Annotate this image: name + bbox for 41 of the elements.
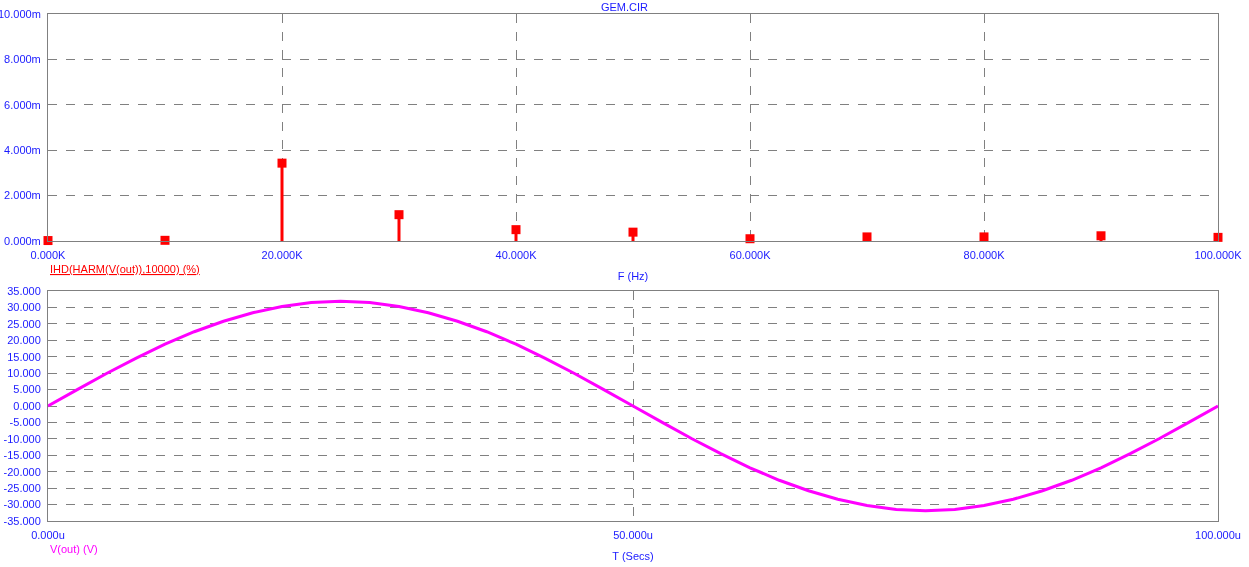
series-label: IHD(HARM(V(out)),10000) (%) <box>50 263 200 275</box>
point <box>394 210 404 220</box>
x-tick-label: 20.000K <box>261 249 304 262</box>
x-tick-label: 50.000u <box>613 529 653 542</box>
y-tick-label: -15.000 <box>3 449 41 462</box>
x-axis-title: T (Secs) <box>612 550 654 563</box>
y-tick-label: 20.000 <box>7 334 41 347</box>
y-tick-label: 6.000m <box>4 98 41 111</box>
y-tick-label: 15.000 <box>7 350 41 363</box>
y-tick-label: 4.000m <box>4 144 41 157</box>
y-tick-label: 0.000 <box>13 399 41 412</box>
line-series <box>48 299 1218 513</box>
y-tick-label: -20.000 <box>3 465 41 478</box>
x-tick-label: 40.000K <box>495 249 538 262</box>
y-tick-label: -10.000 <box>3 432 41 445</box>
x-tick-label: 60.000K <box>729 249 772 262</box>
y-tick-label: 5.000 <box>13 383 41 396</box>
y-tick-label: 0.000m <box>4 234 41 247</box>
point <box>511 225 521 235</box>
y-tick-label: 25.000 <box>7 317 41 330</box>
x-tick-label: 0.000K <box>30 249 67 262</box>
chart-title: GEM.CIR <box>600 0 649 13</box>
point <box>277 158 287 168</box>
x-tick-label: 100.000u <box>1195 529 1241 542</box>
y-tick-label: 2.000m <box>4 189 41 202</box>
y-tick-label: 10.000 <box>7 366 41 379</box>
y-tick-label: -25.000 <box>3 481 41 494</box>
y-tick-label: 30.000 <box>7 301 41 314</box>
point <box>628 227 638 237</box>
point <box>43 236 53 246</box>
y-tick-label: 35.000 <box>7 284 41 297</box>
x-axis-title: F (Hz) <box>617 270 649 283</box>
y-tick-label: 8.000m <box>4 53 41 66</box>
point <box>160 235 170 245</box>
x-tick-label: 80.000K <box>963 249 1006 262</box>
x-tick-label: 0.000u <box>31 529 65 542</box>
y-tick-label: -30.000 <box>3 498 41 511</box>
y-tick-label: -5.000 <box>9 416 41 429</box>
x-tick-label: 100.000K <box>1194 249 1243 262</box>
text: V(out) (V) <box>50 543 98 555</box>
y-tick-label: -35.000 <box>3 514 41 527</box>
